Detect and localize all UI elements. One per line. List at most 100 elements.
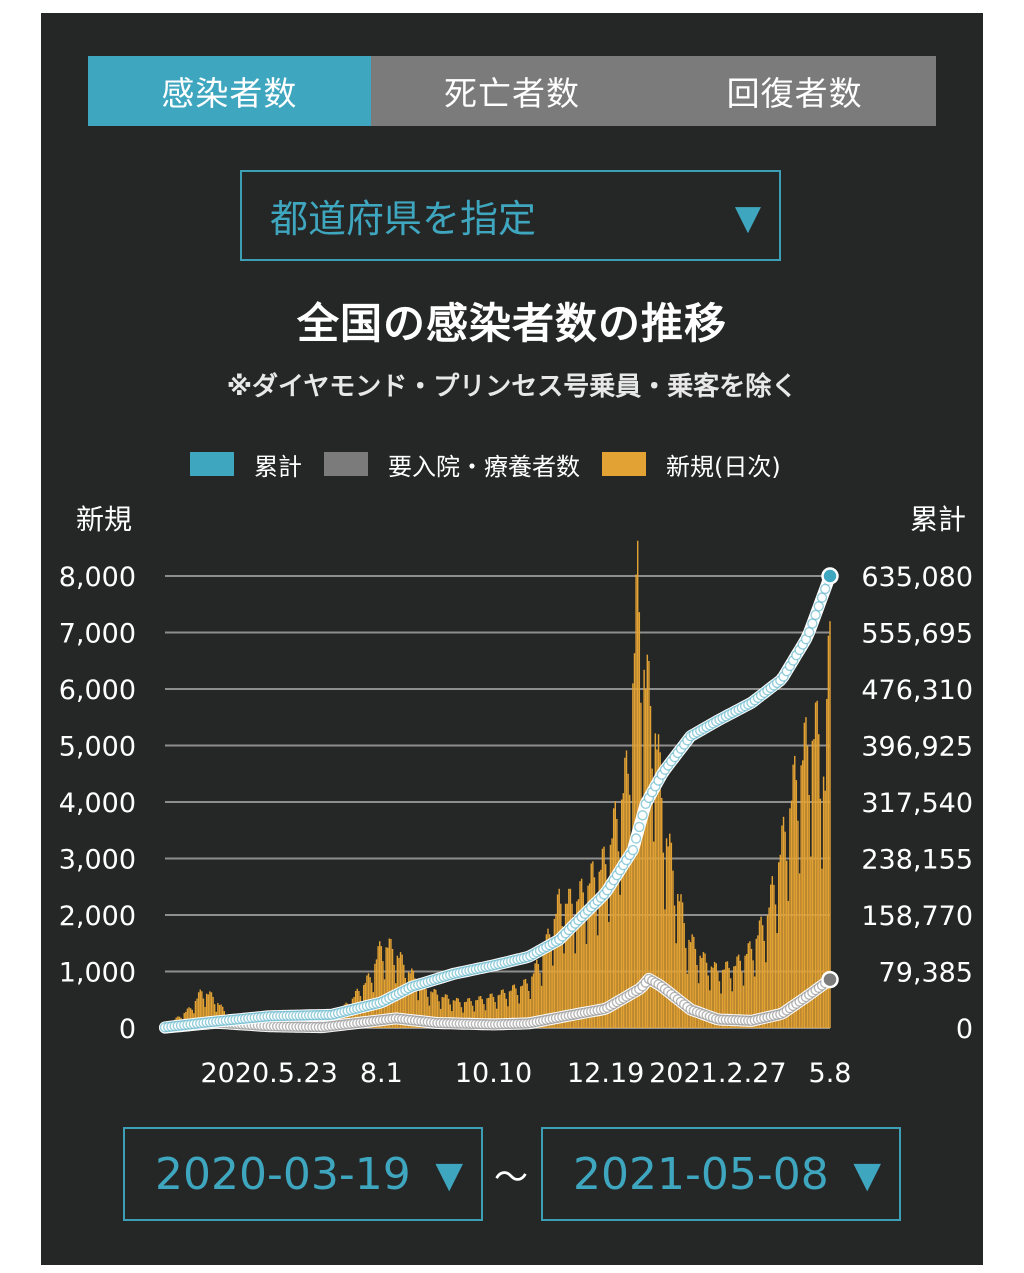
new-daily-bar bbox=[742, 985, 745, 1028]
new-daily-bar bbox=[699, 955, 701, 1028]
new-daily-bar bbox=[502, 989, 504, 1028]
cumulative-point bbox=[803, 627, 815, 638]
new-daily-bar bbox=[774, 904, 777, 1028]
new-daily-bar bbox=[569, 888, 572, 1028]
chart-legend: 累計 要入院・療養者数 新規(日次) bbox=[190, 446, 803, 482]
new-daily-bar bbox=[813, 739, 815, 1028]
end-date-value: 2021-05-08 bbox=[573, 1148, 829, 1200]
new-daily-bar bbox=[776, 933, 778, 1028]
new-daily-bar bbox=[423, 983, 426, 1028]
new-daily-bar bbox=[659, 752, 661, 1028]
new-daily-bar bbox=[829, 621, 831, 1028]
tab-deaths[interactable]: 死亡者数 bbox=[444, 74, 580, 113]
new-daily-bar bbox=[209, 991, 211, 1028]
new-daily-bar bbox=[375, 959, 378, 1028]
new-daily-bar bbox=[803, 722, 806, 1028]
new-daily-bar bbox=[412, 970, 415, 1028]
new-daily-bar bbox=[430, 991, 432, 1028]
new-daily-bar bbox=[646, 654, 649, 1028]
new-daily-bar bbox=[564, 903, 567, 1028]
new-daily-bar bbox=[635, 574, 637, 1028]
app-panel bbox=[41, 13, 983, 1265]
new-daily-bar bbox=[512, 985, 514, 1028]
new-daily-bar bbox=[544, 949, 546, 1028]
new-daily-bar bbox=[689, 942, 692, 1028]
y-left-tick-label: 8,000 bbox=[59, 562, 136, 593]
tab-recoveries[interactable]: 回復者数 bbox=[726, 74, 863, 113]
new-daily-bar bbox=[608, 921, 610, 1028]
new-daily-bar bbox=[515, 988, 517, 1028]
y-left-tick-label: 0 bbox=[119, 1014, 136, 1045]
new-daily-bar bbox=[446, 994, 448, 1028]
new-daily-bar bbox=[649, 705, 652, 1028]
y-right-tick-label: 317,540 bbox=[861, 788, 973, 819]
new-daily-bar bbox=[186, 1008, 189, 1028]
legend-item-inpatients[interactable]: 要入院・療養者数 bbox=[324, 447, 580, 482]
y-right-tick-label: 396,925 bbox=[861, 732, 973, 763]
new-daily-bar bbox=[188, 1007, 190, 1028]
legend-item-new-daily[interactable]: 新規(日次) bbox=[602, 447, 781, 482]
cumulative-point bbox=[637, 810, 648, 821]
new-daily-bar bbox=[664, 909, 666, 1028]
cumulative-point bbox=[810, 609, 821, 621]
new-daily-bar bbox=[741, 971, 743, 1028]
new-daily-bar bbox=[678, 901, 681, 1028]
new-daily-bar bbox=[729, 978, 732, 1028]
new-daily-bar bbox=[721, 969, 724, 1028]
new-daily-bar bbox=[824, 790, 826, 1028]
start-date-select[interactable]: 2020-03-19 ▼ bbox=[123, 1127, 483, 1221]
left-axis-title: 新規 bbox=[76, 503, 133, 536]
new-daily-bar bbox=[681, 902, 684, 1028]
legend-item-cumulative[interactable]: 累計 bbox=[190, 447, 302, 482]
new-daily-bar bbox=[688, 939, 690, 1028]
tab-infections[interactable]: 感染者数 bbox=[88, 56, 371, 126]
new-daily-bar bbox=[827, 635, 830, 1028]
new-daily-bar bbox=[545, 934, 548, 1028]
new-daily-bar bbox=[670, 842, 673, 1028]
y-right-tick-label: 476,310 bbox=[861, 675, 973, 706]
new-daily-bar bbox=[520, 986, 522, 1028]
new-daily-bar bbox=[717, 971, 719, 1028]
end-date-select[interactable]: 2021-05-08 ▼ bbox=[541, 1127, 901, 1221]
new-daily-bar bbox=[457, 998, 459, 1028]
y-left-tick-label: 2,000 bbox=[59, 901, 136, 932]
new-daily-bar bbox=[407, 971, 410, 1028]
new-daily-bar bbox=[733, 966, 735, 1028]
new-daily-bar bbox=[476, 1000, 479, 1028]
y-right-tick-label: 555,695 bbox=[861, 619, 973, 650]
new-daily-bar bbox=[667, 846, 669, 1028]
new-daily-bar bbox=[435, 989, 437, 1028]
new-daily-bar bbox=[470, 1001, 472, 1028]
new-daily-bar bbox=[728, 967, 730, 1028]
new-daily-bar bbox=[707, 975, 709, 1028]
new-daily-bar bbox=[612, 808, 615, 1028]
new-daily-bar bbox=[444, 994, 447, 1028]
date-range-separator: 〜 bbox=[494, 1158, 528, 1198]
new-daily-bar bbox=[417, 1000, 419, 1028]
new-daily-bar bbox=[737, 954, 740, 1028]
new-daily-bar bbox=[691, 934, 693, 1028]
new-daily-bar bbox=[588, 883, 591, 1028]
new-daily-bar bbox=[680, 894, 682, 1028]
new-daily-bar bbox=[560, 903, 562, 1028]
new-daily-bar bbox=[491, 993, 493, 1028]
new-daily-bar bbox=[579, 881, 581, 1028]
new-daily-bar bbox=[528, 990, 530, 1028]
new-daily-bar bbox=[548, 934, 551, 1028]
new-daily-bar bbox=[816, 700, 818, 1028]
new-daily-bar bbox=[811, 740, 814, 1028]
new-daily-bar bbox=[654, 733, 657, 1028]
new-daily-bar bbox=[540, 985, 543, 1028]
new-daily-bar bbox=[715, 963, 717, 1028]
new-daily-bar bbox=[710, 966, 713, 1028]
prefecture-select[interactable]: 都道府県を指定 ▼ bbox=[240, 170, 781, 261]
new-daily-bar bbox=[406, 992, 408, 1028]
new-daily-bar bbox=[494, 1002, 496, 1028]
new-daily-bar bbox=[532, 973, 535, 1028]
new-daily-bar bbox=[210, 992, 213, 1028]
x-tick-label: 12.19 bbox=[567, 1058, 644, 1089]
y-left-tick-label: 4,000 bbox=[59, 788, 136, 819]
new-daily-bar bbox=[194, 1000, 197, 1028]
new-daily-bar bbox=[818, 734, 820, 1028]
new-daily-bar bbox=[348, 1006, 350, 1028]
